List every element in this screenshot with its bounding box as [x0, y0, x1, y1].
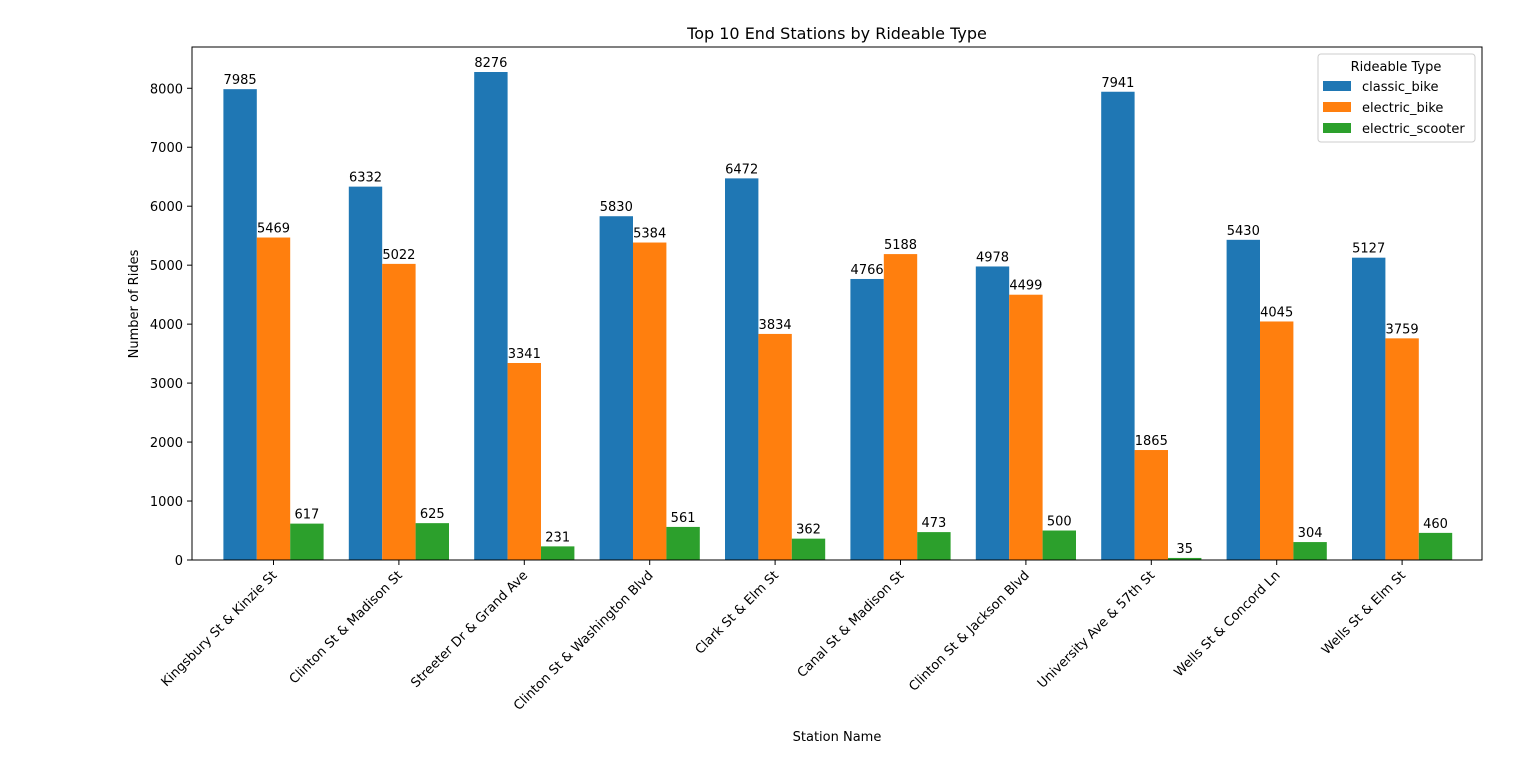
- data-label-classic_bike-3: 5830: [600, 200, 633, 215]
- y-tick-label: 2000: [150, 436, 183, 451]
- x-axis: Kingsbury St & Kinzie St Clinton St & Mad…: [159, 560, 1409, 714]
- data-label-electric_bike-3: 5384: [633, 227, 666, 242]
- data-label-electric_scooter-9: 460: [1423, 517, 1448, 532]
- y-tick-label: 8000: [150, 82, 183, 97]
- bar-electric_scooter-5: [917, 532, 951, 560]
- y-tick-label: 0: [175, 554, 183, 569]
- data-label-classic_bike-2: 8276: [474, 56, 507, 71]
- bar-electric_bike-3: [633, 242, 667, 560]
- y-tick-label: 5000: [150, 259, 183, 274]
- data-label-electric_bike-0: 5469: [257, 222, 290, 237]
- data-label-classic_bike-0: 7985: [224, 73, 257, 88]
- x-tick-label: Clark St & Elm St: [693, 568, 782, 657]
- bar-electric_bike-8: [1260, 321, 1294, 560]
- bar-electric_bike-5: [883, 254, 918, 560]
- data-label-classic_bike-5: 4766: [851, 263, 884, 278]
- data-label-classic_bike-6: 4978: [976, 250, 1009, 265]
- data-label-electric_scooter-0: 617: [294, 508, 319, 523]
- bar-electric_scooter-9: [1418, 532, 1453, 560]
- legend: Rideable Type classic_bike electric_bikeel…: [1317, 53, 1476, 143]
- bar-electric_bike-9: [1385, 338, 1419, 560]
- data-label-electric_scooter-3: 561: [671, 511, 696, 526]
- bar-electric_scooter-7: [1168, 557, 1202, 560]
- bar-electric_scooter-1: [415, 523, 449, 560]
- bar-electric_scooter-6: [1042, 530, 1076, 560]
- plot-frame: [191, 46, 1483, 561]
- data-label-electric_bike-7: 1865: [1135, 434, 1168, 449]
- data-label-classic_bike-7: 7941: [1101, 76, 1134, 91]
- legend-box: [1317, 53, 1476, 143]
- bar-classic_bike-4: [725, 178, 759, 560]
- data-label-electric_scooter-2: 231: [545, 530, 570, 545]
- y-tick-label: 1000: [150, 495, 183, 510]
- x-tick-label: Canal St & Madison St: [795, 568, 908, 681]
- legend-swatch-classic_bike: [1323, 81, 1351, 91]
- x-tick-label: Wells St & Concord Ln: [1172, 568, 1284, 680]
- bar-classic_bike-8: [1226, 239, 1260, 560]
- chart-title: Top 10 End Stations by Rideable Type: [686, 24, 987, 43]
- y-tick-label: 7000: [150, 141, 183, 156]
- bar-electric_bike-2: [507, 363, 541, 560]
- data-label-classic_bike-4: 6472: [725, 162, 758, 177]
- bar-classic_bike-1: [348, 186, 383, 560]
- legend-swatch-electric_scooter: [1323, 123, 1351, 133]
- data-label-electric_bike-2: 3341: [508, 347, 541, 362]
- bar-classic_bike-6: [975, 266, 1010, 560]
- data-label-electric_bike-6: 4499: [1009, 279, 1042, 294]
- x-tick-label: Wells St & Elm St: [1319, 568, 1409, 658]
- data-label-electric_scooter-6: 500: [1047, 515, 1072, 530]
- bar-classic_bike-5: [850, 278, 884, 560]
- bar-electric_bike-6: [1009, 294, 1043, 560]
- data-label-electric_bike-5: 5188: [884, 238, 917, 253]
- bar-electric_scooter-8: [1293, 542, 1327, 560]
- x-tick-label: Kingsbury St & Kinzie St: [159, 568, 281, 690]
- y-tick-label: 4000: [150, 318, 183, 333]
- bar-classic_bike-3: [599, 216, 633, 561]
- data-label-electric_scooter-8: 304: [1298, 526, 1323, 541]
- y-tick-label: 3000: [150, 377, 183, 392]
- data-label-classic_bike-8: 5430: [1227, 224, 1260, 239]
- bars-group: [223, 72, 1453, 561]
- y-axis-title: Number of Rides: [127, 249, 142, 358]
- legend-label-electric_scooter: electric_scooter: [1362, 122, 1465, 137]
- bar-classic_bike-2: [474, 72, 508, 560]
- legend-label-electric_bike: electric_bike: [1362, 101, 1443, 116]
- x-tick-label: Clinton St & Jackson Blvd: [906, 568, 1032, 694]
- y-axis: 0 1000 2000 3000 4000 5000 6000 7000 8000: [150, 82, 192, 569]
- bar-electric_scooter-2: [541, 546, 575, 560]
- bar-electric_bike-7: [1134, 450, 1168, 560]
- data-label-electric_scooter-7: 35: [1176, 542, 1193, 557]
- bar-electric_bike-4: [758, 333, 792, 560]
- bar-electric_scooter-0: [290, 523, 324, 560]
- legend-label-classic_bike: classic_bike: [1362, 80, 1438, 95]
- bar-classic_bike-7: [1101, 91, 1135, 560]
- data-label-electric_scooter-1: 625: [420, 507, 445, 522]
- data-label-electric_scooter-5: 473: [921, 516, 946, 531]
- bar-electric_bike-1: [382, 263, 416, 560]
- bar-classic_bike-0: [223, 89, 257, 560]
- x-axis-title: Station Name: [793, 730, 882, 745]
- y-tick-label: 6000: [150, 200, 183, 215]
- bar-electric_scooter-4: [791, 538, 826, 560]
- x-tick-label: Streeter Dr & Grand Ave: [408, 568, 531, 691]
- x-tick-label: Clinton St & Washington Blvd: [511, 568, 656, 713]
- data-label-classic_bike-9: 5127: [1352, 242, 1385, 257]
- bar-electric_bike-0: [256, 237, 291, 560]
- bar-classic_bike-9: [1352, 257, 1386, 560]
- data-label-classic_bike-1: 6332: [349, 171, 382, 186]
- data-label-electric_bike-9: 3759: [1386, 322, 1419, 337]
- x-tick-label: University Ave & 57th St: [1035, 568, 1158, 691]
- bar-electric_scooter-3: [666, 526, 700, 560]
- data-label-electric_bike-1: 5022: [382, 248, 415, 263]
- legend-swatch-electric_bike: [1323, 102, 1351, 112]
- data-labels-group: 7985 6332 8276 5830 6472 4766 4978 7941 5430 5127…: [224, 56, 1448, 557]
- legend-title: Rideable Type: [1351, 60, 1442, 75]
- data-label-electric_scooter-4: 362: [796, 523, 821, 538]
- x-tick-label: Clinton St & Madison St: [287, 568, 406, 687]
- data-label-electric_bike-4: 3834: [759, 318, 792, 333]
- data-label-electric_bike-8: 4045: [1260, 305, 1293, 320]
